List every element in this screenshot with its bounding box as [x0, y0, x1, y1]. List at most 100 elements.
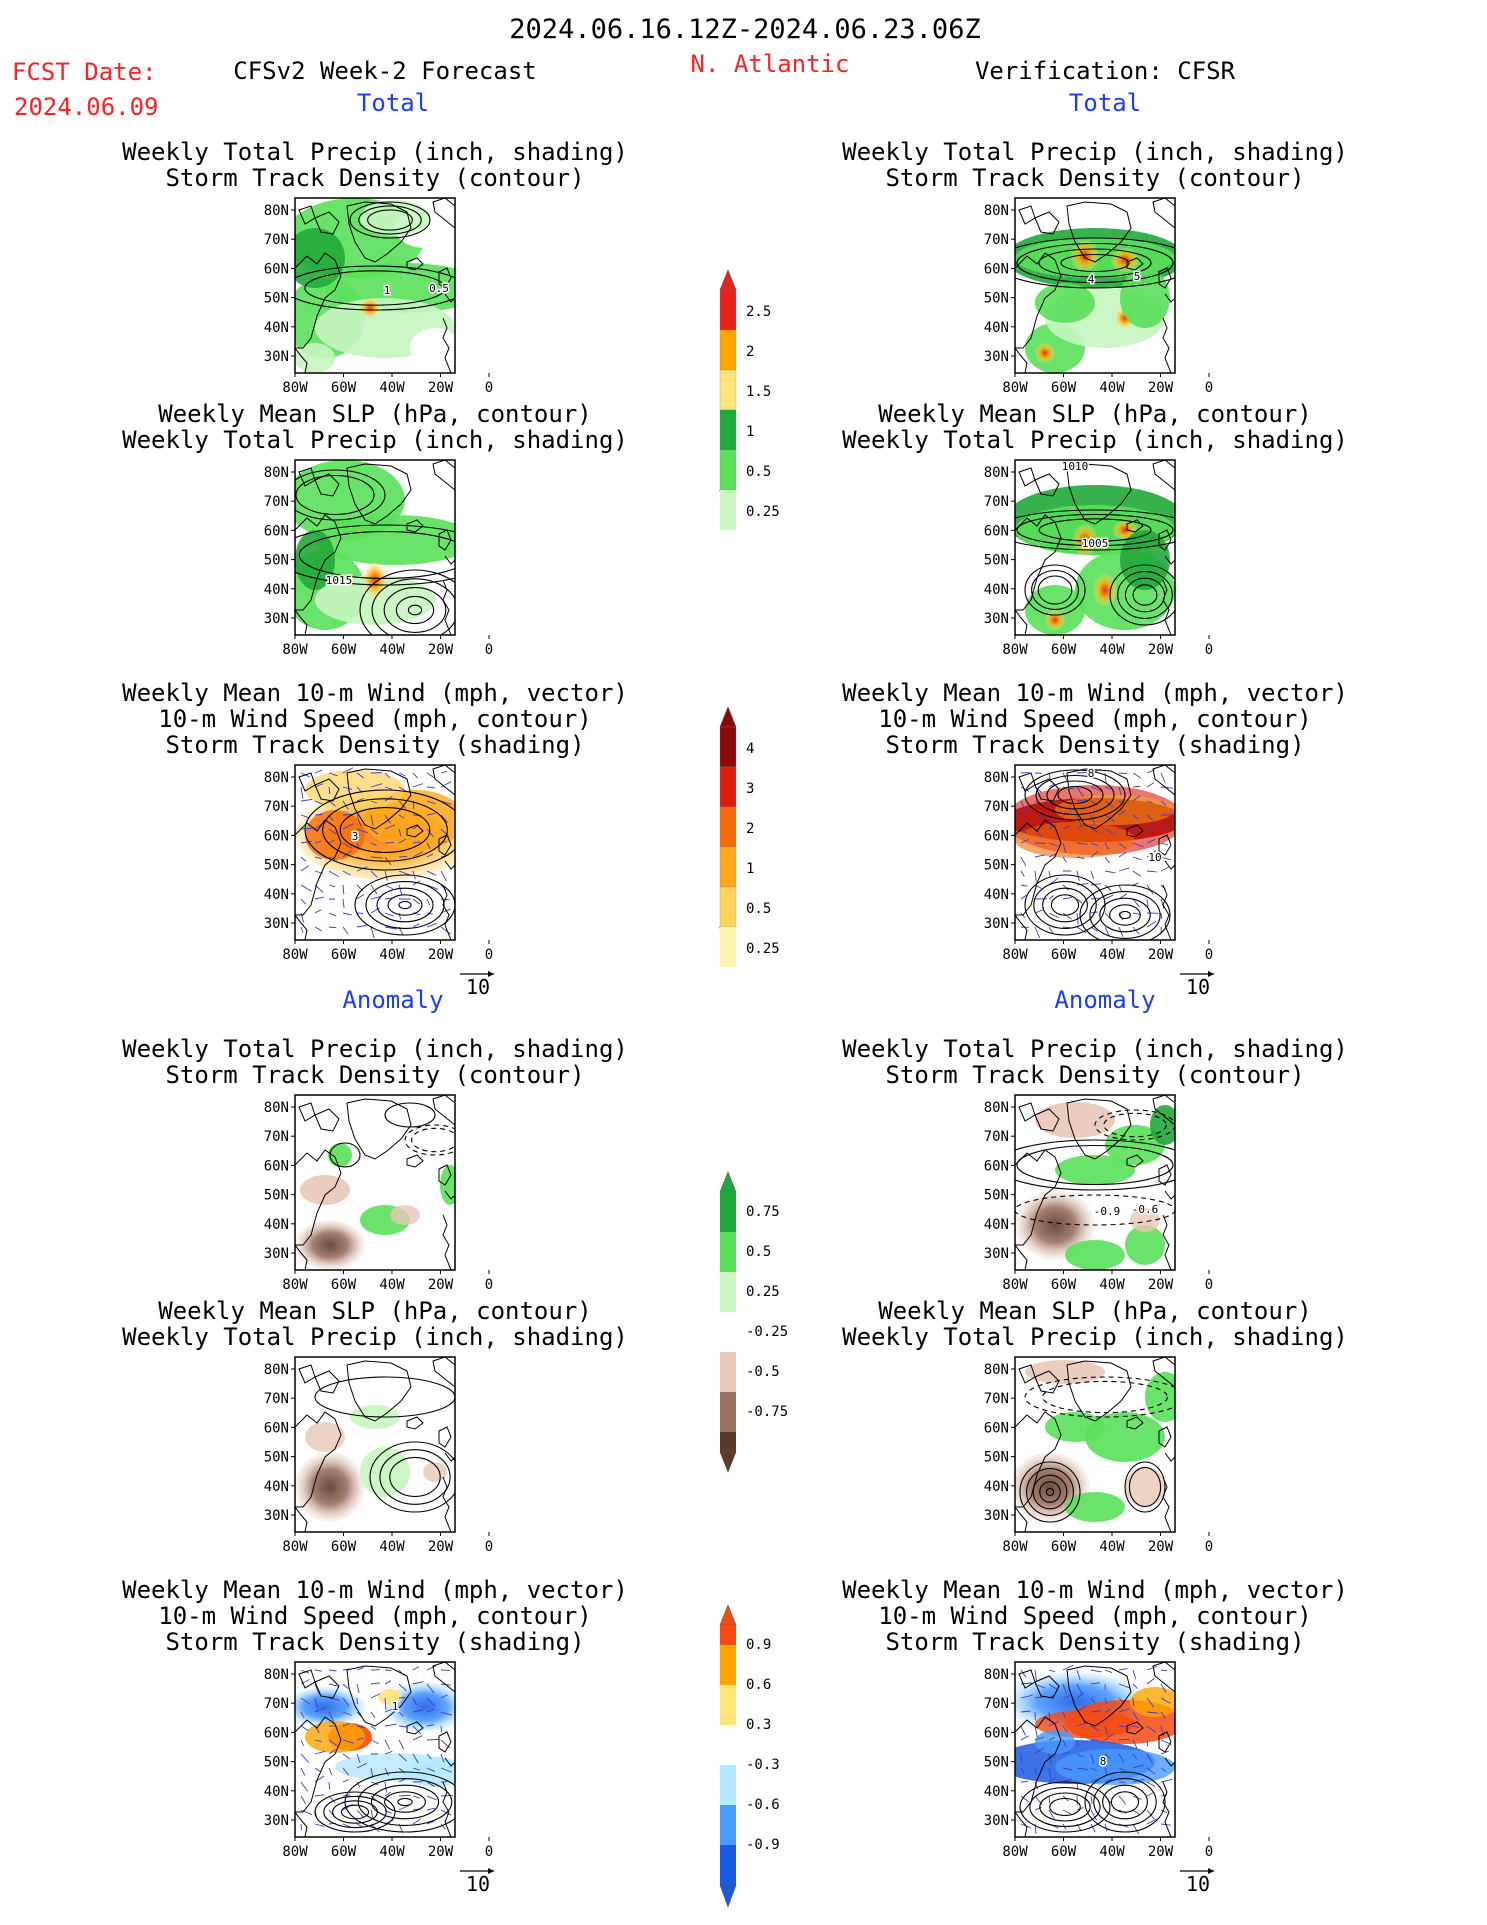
- wind-vector: [1132, 842, 1144, 848]
- wind-vector: [398, 1753, 407, 1762]
- contour-line: [1019, 1781, 1111, 1833]
- contour-label: -0.9: [1094, 1205, 1121, 1218]
- wind-vector: [356, 828, 368, 834]
- contour-line: [1019, 1461, 1081, 1523]
- lat-tick-label: 40N: [984, 1479, 1009, 1495]
- coastline: [1126, 1416, 1144, 1430]
- lat-tick-label: 80N: [984, 1667, 1009, 1683]
- lon-tick-label: 0: [485, 1277, 493, 1293]
- wind-vector: [1104, 870, 1116, 874]
- wind-vector: [1048, 1736, 1055, 1741]
- lon-tick-label: 60W: [1051, 1277, 1077, 1293]
- lon-tick-label: 60W: [331, 380, 357, 396]
- lat-tick-label: 60N: [984, 1158, 1009, 1174]
- wind-vector: [1146, 825, 1155, 830]
- wind-vector: [1048, 1795, 1051, 1804]
- shading-region: [300, 1175, 350, 1205]
- lat-tick-label: 60N: [984, 1725, 1009, 1741]
- lon-tick-label: 20W: [1148, 1844, 1174, 1860]
- lat-tick-label: 40N: [264, 1479, 289, 1495]
- wind-vector: [1090, 1697, 1096, 1703]
- wind-vector: [328, 1739, 338, 1747]
- lon-tick-label: 20W: [1148, 1277, 1174, 1293]
- wind-vector: [440, 1669, 451, 1672]
- shading-region: [1130, 1208, 1160, 1232]
- wind-vector: [1132, 1764, 1144, 1769]
- wind-vector: [1062, 897, 1073, 900]
- wind-vector: [384, 1723, 397, 1727]
- shading-region: [315, 575, 435, 625]
- lat-tick-label: 60N: [984, 261, 1009, 277]
- wind-vector: [1020, 1735, 1029, 1741]
- wind-vector: [426, 884, 439, 890]
- colorbar-tick-label: 0.6: [746, 1677, 771, 1693]
- lon-tick-label: 80W: [282, 1844, 308, 1860]
- shading-region: [1015, 1190, 1095, 1260]
- lon-tick-label: 40W: [379, 1844, 405, 1860]
- contour-line: [1026, 1468, 1074, 1516]
- coastline: [1164, 1757, 1175, 1767]
- colorbar-tick-label: -0.75: [746, 1404, 788, 1420]
- wind-vector: [370, 1682, 380, 1685]
- wind-vector: [426, 1795, 437, 1801]
- panel-title-line: 10-m Wind Speed (mph, contour): [158, 705, 591, 733]
- wind-vector: [1118, 1753, 1125, 1763]
- lon-tick-label: 40W: [1099, 1539, 1125, 1555]
- coastlines: [1015, 198, 1175, 373]
- colorbar-tick-label: -0.25: [746, 1324, 788, 1340]
- coastline: [406, 1154, 424, 1168]
- wind-vector: [1104, 1767, 1108, 1776]
- wind-vector: [1104, 894, 1114, 900]
- map-frame: [294, 1094, 456, 1271]
- wind-vector: [1118, 1708, 1130, 1713]
- coastlines: [295, 198, 455, 373]
- coastline: [1164, 293, 1175, 303]
- contour-label: 1015: [326, 574, 353, 587]
- wind-vector: [1062, 842, 1067, 853]
- wind-vector: [1034, 909, 1043, 914]
- colorbar-tick-label: 0.75: [746, 1204, 780, 1220]
- lon-tick-label: 80W: [1002, 1539, 1028, 1555]
- lat-tick-label: 80N: [264, 770, 289, 786]
- wind-vector: [328, 1683, 338, 1687]
- contour-line: [404, 1124, 455, 1156]
- wind-vector: [398, 1725, 408, 1728]
- wind-vector: [300, 898, 307, 905]
- wind-vector: [440, 1694, 448, 1699]
- wind-vector: [1118, 772, 1128, 775]
- wind-vector: [1146, 800, 1153, 804]
- wind-vector: [1146, 850, 1156, 858]
- shading-region: [295, 343, 335, 373]
- wind-vector: [1160, 1669, 1168, 1672]
- wind-vector: [384, 926, 397, 930]
- wind-vector: [342, 1739, 355, 1744]
- shading-region: [1071, 240, 1099, 272]
- wind-vector: [370, 842, 377, 847]
- wind-vector: [426, 1767, 435, 1772]
- lat-tick-label: 60N: [264, 1420, 289, 1436]
- wind-vector: [412, 1697, 418, 1705]
- contour-line: [1015, 1139, 1175, 1191]
- coastline: [438, 267, 452, 289]
- coastline: [1018, 467, 1036, 487]
- contour-line: [1109, 564, 1175, 626]
- contour-line: [1039, 1792, 1091, 1822]
- wind-vector: [314, 840, 322, 844]
- coastline: [438, 1426, 452, 1448]
- wind-vector: [342, 912, 352, 916]
- section-total-left: Total: [357, 89, 429, 117]
- verif-total-slp: Weekly Mean SLP (hPa, contour)Weekly Tot…: [842, 400, 1348, 658]
- colorbar-storm-total: 4 3 2 1 0.5 0.25: [719, 706, 780, 967]
- wind-vector: [1020, 828, 1027, 834]
- wind-vector: [1062, 1711, 1066, 1718]
- contour-line: [1079, 884, 1171, 940]
- coastline: [1164, 1452, 1175, 1462]
- map-field: [1015, 1662, 1175, 1837]
- shading-region: [1035, 343, 1055, 363]
- wind-vector: [1146, 1753, 1153, 1764]
- wind-vector: [328, 1767, 333, 1776]
- coastline: [1066, 201, 1132, 263]
- wind-vector: [314, 769, 323, 774]
- coastline: [1164, 1190, 1175, 1200]
- lon-tick-label: 40W: [1099, 380, 1125, 396]
